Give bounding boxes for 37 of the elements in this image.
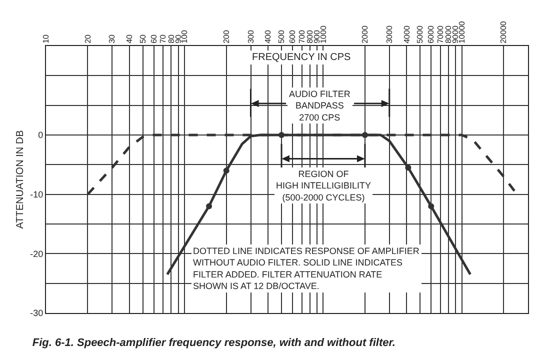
x-tick-label: 2000 [360,25,370,44]
y-tick-label: 0 [38,130,44,140]
y-tick-label: -30 [30,308,44,318]
x-tick-label: 100 [180,30,190,44]
x-tick-label: 20 [83,34,92,44]
x-tick-label: 70 [158,34,168,44]
x-tick-label: 7000 [436,25,445,44]
y-tick-label: -20 [30,248,44,259]
x-tick-label: 400 [264,30,273,44]
x-tick-label: 10 [42,34,51,44]
x-axis-title: FREQUENCY IN CPS [252,52,352,63]
x-tick-label: 800 [305,30,314,44]
x-tick-label: 500 [277,30,286,44]
x-tick-label: 3000 [384,25,394,44]
x-tick-label: 900 [312,30,322,44]
x-tick-label: 60 [149,34,158,44]
x-tick-label: 6000 [426,25,436,44]
y-axis-title: ATTENUATION IN DB [15,130,26,229]
x-tick-label: 700 [297,30,306,44]
y-tick-label: -10 [30,189,44,200]
x-tick-label: 1000 [318,25,328,44]
x-tick-label: 5000 [416,25,425,44]
x-tick-label: 80 [166,34,176,44]
x-tick-label: 600 [288,30,298,44]
x-tick-label: 4000 [402,25,412,44]
annotation: REGION OF HIGH INTELLIGIBILITY (500-2000 CYCLES) [276,169,372,202]
x-tick-label: 50 [138,34,148,44]
text: Fig. 6-1. Speech-amplifier frequency response, with and without filter. [32,336,396,349]
x-tick-label: 90 [174,34,183,44]
annotation: AUDIO FILTER BANDPASS 2700 CPS [289,89,351,122]
x-tick-label: 40 [125,34,134,44]
annotation: DOTTED LINE INDICATES RESPONSE OF AMPLIFIER WITHOUT AUDIO FILTER. SOLID LINE INDICATES FILTER ADDED. FILTER ATTENUATION RATE SHOWN IS AT 12 DB/OCTAVE. [193,246,420,292]
x-tick-label: 30 [108,34,117,44]
x-tick-label: 20000 [499,20,508,44]
x-tick-label: 8000 [444,25,454,44]
x-tick-label: 200 [222,30,231,44]
x-tick-label: 300 [246,30,256,44]
